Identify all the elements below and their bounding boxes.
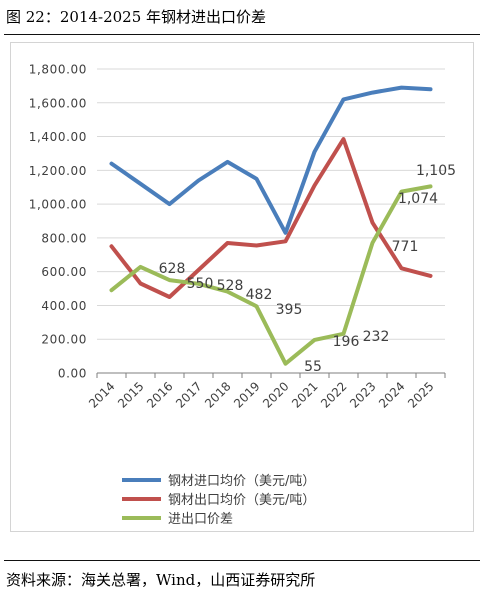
figure-title: 图 22：2014-2025 年钢材进出口价差 xyxy=(6,8,267,26)
y-tick-label: 1,600.00 xyxy=(29,96,87,110)
x-tick-label: 2015 xyxy=(115,379,146,410)
legend-price-spread: 进出口价差 xyxy=(168,512,233,527)
price-spread-line xyxy=(109,184,433,366)
data-label: 550 xyxy=(187,276,214,292)
data-label: 528 xyxy=(217,278,244,294)
y-tick-label: 200.00 xyxy=(41,333,87,347)
x-tick-label: 2025 xyxy=(405,379,436,410)
data-label: 1,105 xyxy=(416,163,456,179)
x-tick-label: 2022 xyxy=(318,379,349,410)
x-tick-label: 2014 xyxy=(86,379,117,410)
top-rule xyxy=(4,34,480,35)
x-tick-label: 2019 xyxy=(231,379,262,410)
x-tick-label: 2020 xyxy=(260,379,291,410)
data-label: 1,074 xyxy=(398,191,438,207)
import-price-line xyxy=(109,85,433,235)
y-tick-label: 0.00 xyxy=(58,367,87,381)
x-tick-label: 2024 xyxy=(376,379,407,410)
y-tick-label: 1,200.00 xyxy=(29,164,87,178)
data-label: 771 xyxy=(392,239,419,255)
legend-import-price: 钢材进口均价（美元/吨） xyxy=(168,474,315,489)
data-label: 628 xyxy=(159,261,186,277)
x-tick-label: 2017 xyxy=(173,379,204,410)
y-tick-label: 600.00 xyxy=(41,265,87,279)
data-label: 232 xyxy=(363,329,390,345)
x-tick-label: 2016 xyxy=(144,379,175,410)
x-axis: 2014201520162017201820192020202120222023… xyxy=(86,373,446,411)
source-note: 资料来源：海关总署，Wind，山西证券研究所 xyxy=(6,571,316,589)
series-lines xyxy=(109,85,433,366)
x-tick-label: 2021 xyxy=(289,379,320,410)
data-label: 395 xyxy=(276,302,303,318)
y-tick-label: 1,400.00 xyxy=(29,130,87,144)
data-label: 55 xyxy=(304,359,322,375)
gridlines xyxy=(97,68,445,374)
legend: 钢材进口均价（美元/吨） 钢材出口均价（美元/吨） 进出口价差 xyxy=(122,474,315,527)
x-tick-label: 2018 xyxy=(202,379,233,410)
y-tick-label: 400.00 xyxy=(41,299,87,313)
y-tick-label: 1,000.00 xyxy=(29,198,87,212)
chart-frame xyxy=(10,42,474,532)
data-label: 482 xyxy=(246,287,273,303)
x-tick-label: 2023 xyxy=(347,379,378,410)
data-label: 196 xyxy=(333,334,360,350)
bottom-rule xyxy=(4,560,480,561)
legend-export-price: 钢材出口均价（美元/吨） xyxy=(168,493,315,508)
y-tick-label: 800.00 xyxy=(41,231,87,245)
y-tick-label: 1,800.00 xyxy=(29,63,87,77)
y-axis: 0.00 200.00 400.00 600.00 800.00 1,000.00 1,20… xyxy=(29,63,87,381)
